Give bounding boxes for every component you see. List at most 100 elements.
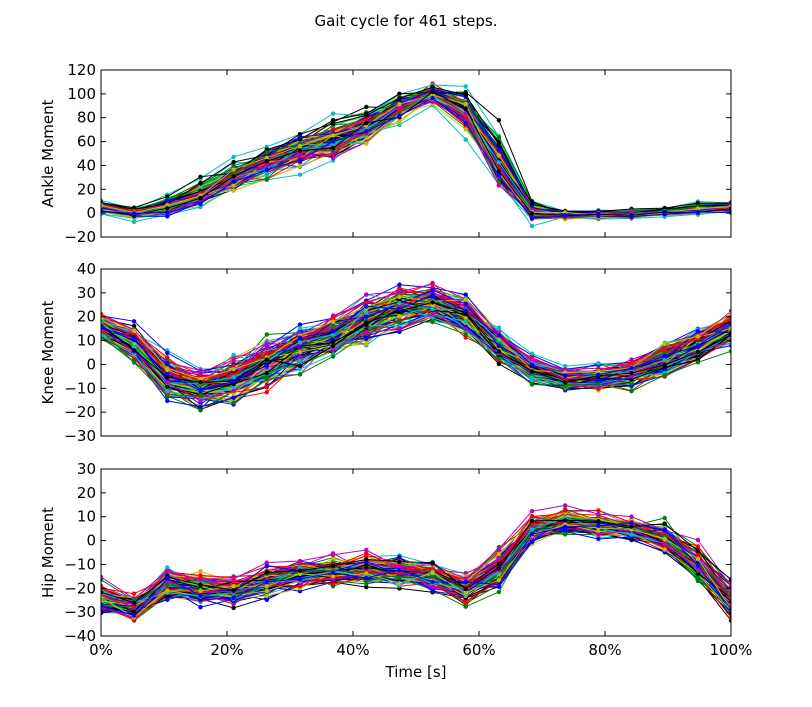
series-point <box>463 332 468 337</box>
series-point <box>728 349 731 354</box>
series-point <box>231 163 236 168</box>
series-point <box>231 357 236 363</box>
series-point <box>264 345 269 351</box>
series-point <box>662 373 667 378</box>
series-point <box>264 155 269 160</box>
series-point <box>629 214 634 219</box>
series-point <box>231 363 236 369</box>
series-point <box>496 173 502 178</box>
series-point <box>463 84 468 89</box>
series-point <box>496 327 502 332</box>
series-point <box>397 91 402 97</box>
series-point <box>131 344 137 350</box>
series-point <box>264 163 269 168</box>
series-point <box>330 332 336 337</box>
series-point <box>397 301 402 306</box>
series-point <box>297 134 303 140</box>
series-point <box>198 195 203 201</box>
series-point <box>264 371 269 376</box>
series-point <box>496 168 502 174</box>
series-point <box>131 211 137 216</box>
series-point <box>231 183 236 188</box>
y-tick-label: 0 <box>86 204 96 222</box>
series-point <box>496 183 502 188</box>
series-point <box>264 377 269 382</box>
series-point <box>231 188 236 193</box>
figure-title: Gait cycle for 461 steps. <box>315 12 498 30</box>
series-point <box>264 341 269 346</box>
series-point <box>496 343 502 349</box>
series-point <box>101 208 104 214</box>
series-point <box>596 381 601 387</box>
gait-series-line <box>101 95 731 221</box>
series-point <box>695 200 701 206</box>
series-point <box>198 392 203 398</box>
series-point <box>397 289 402 294</box>
series-point <box>330 127 336 132</box>
series-point <box>330 133 336 138</box>
axes-frame <box>100 69 732 238</box>
series-point <box>397 285 402 291</box>
series-point <box>364 104 369 110</box>
series-point <box>165 210 170 215</box>
series-point <box>629 361 634 366</box>
series-point <box>297 372 303 377</box>
series-point <box>198 174 203 179</box>
series-point <box>463 101 468 107</box>
series-point <box>629 389 634 394</box>
series-point <box>496 142 502 147</box>
series-point <box>463 301 468 307</box>
series-point <box>264 167 269 173</box>
y-axis-label: Ankle Moment <box>39 99 57 207</box>
series-point <box>330 145 336 151</box>
series-point <box>165 398 170 404</box>
series-lines <box>101 280 731 413</box>
series-point <box>297 144 303 149</box>
series-point <box>662 350 667 355</box>
series-point <box>198 181 203 186</box>
series-point <box>430 89 435 95</box>
series-point <box>695 329 701 334</box>
series-point <box>463 92 468 98</box>
series-point <box>297 322 303 327</box>
series-point <box>198 408 203 413</box>
series-point <box>231 174 236 179</box>
series-point <box>165 214 170 219</box>
series-point <box>563 364 568 369</box>
series-point <box>430 315 435 320</box>
y-tick-label: 80 <box>77 109 96 127</box>
series-point <box>231 154 236 160</box>
series-point <box>231 400 236 405</box>
series-point <box>264 350 269 356</box>
series-point <box>264 390 269 395</box>
series-point <box>563 213 568 219</box>
series-point <box>364 310 369 315</box>
series-point <box>496 361 502 367</box>
series-point <box>364 136 369 141</box>
series-point <box>231 179 236 184</box>
series-point <box>662 357 667 363</box>
series-point <box>529 211 535 216</box>
series-point <box>397 96 402 101</box>
y-tick-label: 100 <box>67 85 96 103</box>
series-point <box>596 213 601 219</box>
series-point <box>397 282 402 287</box>
series-point <box>198 404 203 409</box>
series-point <box>629 377 634 382</box>
y-tick-label: 60 <box>77 133 96 151</box>
series-point <box>430 288 435 293</box>
series-point <box>131 355 137 361</box>
series-point <box>330 151 336 156</box>
series-point <box>131 319 137 324</box>
gait-series-line <box>101 91 731 218</box>
series-point <box>198 201 203 207</box>
y-tick-label: 20 <box>77 180 96 198</box>
series-point <box>430 319 435 325</box>
series-point <box>165 394 170 399</box>
series-point <box>695 209 701 215</box>
series-point <box>430 281 435 287</box>
series-point <box>430 99 435 105</box>
gait-series-line <box>101 319 731 405</box>
